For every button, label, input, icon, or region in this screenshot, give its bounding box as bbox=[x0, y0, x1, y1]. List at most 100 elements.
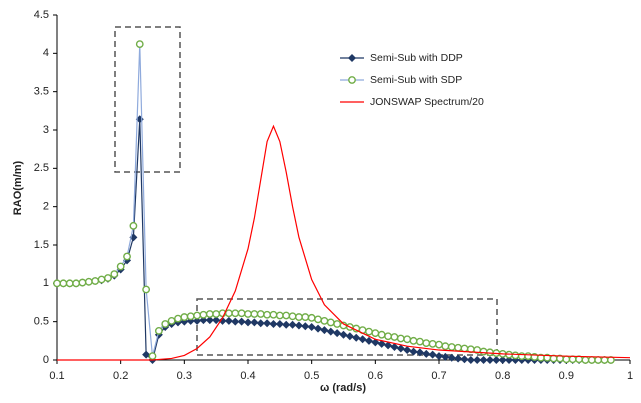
marker bbox=[600, 356, 609, 364]
marker bbox=[365, 327, 373, 336]
legend-label: Semi-Sub with SDP bbox=[370, 74, 462, 86]
marker bbox=[154, 326, 163, 335]
marker bbox=[116, 262, 125, 271]
marker bbox=[199, 310, 208, 319]
marker bbox=[212, 310, 221, 318]
marker bbox=[587, 356, 596, 364]
x-tick-label: 0.7 bbox=[431, 370, 446, 382]
x-tick-label: 0.1 bbox=[49, 370, 64, 382]
marker bbox=[479, 356, 488, 364]
y-tick-label: 1 bbox=[43, 277, 49, 289]
marker bbox=[364, 336, 373, 345]
marker bbox=[581, 356, 590, 364]
y-tick-label: 2 bbox=[43, 201, 49, 213]
marker bbox=[409, 347, 418, 356]
marker bbox=[307, 313, 316, 322]
marker bbox=[269, 319, 278, 328]
legend-marker bbox=[348, 76, 356, 84]
marker bbox=[460, 344, 469, 353]
marker bbox=[256, 319, 265, 328]
marker bbox=[231, 317, 240, 326]
marker bbox=[250, 318, 259, 327]
marker bbox=[435, 352, 443, 361]
marker bbox=[288, 320, 297, 329]
marker bbox=[384, 332, 392, 341]
marker bbox=[447, 343, 456, 351]
marker bbox=[288, 312, 297, 321]
x-tick-label: 0.2 bbox=[113, 370, 128, 382]
marker bbox=[415, 348, 424, 357]
x-tick-label: 1 bbox=[627, 370, 633, 382]
marker bbox=[193, 316, 202, 325]
marker bbox=[403, 346, 412, 355]
marker bbox=[250, 310, 259, 318]
marker bbox=[282, 311, 291, 320]
marker bbox=[314, 324, 323, 333]
marker bbox=[263, 319, 272, 328]
marker bbox=[148, 352, 157, 361]
x-tick-label: 0.8 bbox=[495, 370, 510, 382]
y-tick-label: 4.5 bbox=[34, 9, 49, 21]
marker bbox=[403, 335, 412, 344]
legend-label: Semi-Sub with DDP bbox=[370, 52, 463, 64]
marker bbox=[594, 356, 603, 364]
marker bbox=[333, 320, 342, 328]
x-tick-label: 0.4 bbox=[240, 370, 255, 382]
marker bbox=[193, 311, 201, 320]
marker bbox=[428, 339, 437, 348]
y-tick-label: 3.5 bbox=[34, 86, 49, 98]
marker bbox=[180, 313, 189, 321]
marker bbox=[104, 274, 112, 282]
marker bbox=[486, 348, 494, 357]
marker bbox=[422, 349, 431, 358]
marker bbox=[91, 277, 100, 285]
marker bbox=[352, 333, 361, 342]
marker bbox=[212, 316, 221, 325]
marker bbox=[237, 309, 246, 318]
marker bbox=[568, 355, 577, 364]
marker bbox=[53, 279, 61, 288]
marker bbox=[142, 350, 151, 359]
marker bbox=[396, 334, 405, 343]
marker bbox=[59, 279, 68, 288]
marker bbox=[244, 310, 252, 318]
x-tick-label: 0.9 bbox=[559, 370, 574, 382]
marker bbox=[326, 318, 335, 327]
marker bbox=[269, 310, 278, 319]
x-axis-label: ω (rad/s) bbox=[320, 382, 366, 394]
marker bbox=[320, 326, 329, 335]
marker bbox=[97, 275, 106, 284]
marker bbox=[498, 356, 507, 364]
marker bbox=[428, 350, 437, 359]
marker bbox=[562, 355, 571, 364]
marker bbox=[447, 353, 456, 362]
marker bbox=[454, 354, 463, 363]
marker bbox=[167, 316, 176, 325]
marker bbox=[460, 355, 469, 364]
marker bbox=[371, 329, 380, 338]
marker bbox=[307, 323, 316, 332]
marker bbox=[205, 310, 214, 318]
series-line bbox=[57, 124, 631, 361]
y-tick-label: 0.5 bbox=[34, 316, 49, 328]
marker bbox=[345, 332, 354, 341]
marker bbox=[231, 309, 240, 318]
marker bbox=[377, 330, 386, 339]
marker bbox=[263, 310, 271, 319]
highlight-box bbox=[196, 298, 498, 356]
highlight-box bbox=[114, 26, 181, 173]
marker bbox=[415, 337, 424, 346]
marker bbox=[396, 344, 405, 353]
marker bbox=[123, 252, 131, 261]
marker bbox=[524, 352, 533, 361]
x-tick-label: 0.5 bbox=[304, 370, 319, 382]
marker bbox=[65, 279, 74, 288]
marker bbox=[358, 335, 367, 344]
y-tick-label: 0 bbox=[43, 354, 49, 366]
marker bbox=[320, 316, 329, 325]
marker bbox=[505, 356, 514, 364]
marker bbox=[326, 327, 335, 336]
marker bbox=[454, 343, 462, 352]
marker bbox=[237, 317, 246, 326]
